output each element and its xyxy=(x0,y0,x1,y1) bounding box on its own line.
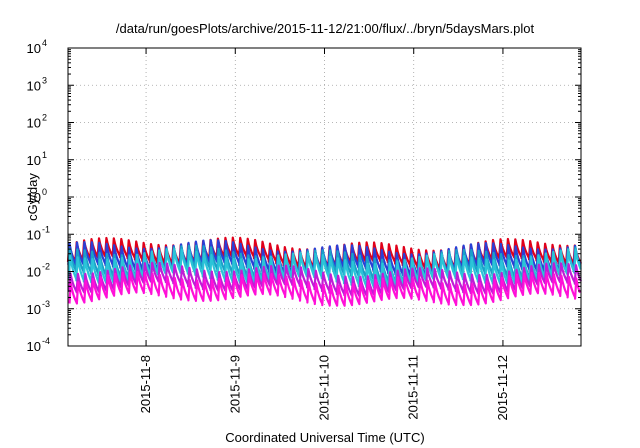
y-tick-exponent: -2 xyxy=(42,262,50,272)
y-tick-exponent: 3 xyxy=(42,75,47,85)
y-tick-label: 10 xyxy=(27,190,41,205)
y-tick-exponent: -3 xyxy=(42,299,50,309)
y-tick-exponent: -1 xyxy=(42,224,50,234)
x-axis-label: Coordinated Universal Time (UTC) xyxy=(225,430,424,445)
y-axis-label: cGy/day xyxy=(25,173,40,221)
y-tick-exponent: 1 xyxy=(42,150,47,160)
x-tick-label: 2015-11-8 xyxy=(138,355,153,413)
y-tick-label: 10 xyxy=(27,265,41,280)
y-tick-label: 10 xyxy=(27,78,41,93)
x-tick-label: 2015-11-12 xyxy=(495,355,510,421)
y-tick-label: 10 xyxy=(27,227,41,242)
x-tick-label: 2015-11-9 xyxy=(227,355,242,413)
y-tick-exponent: -4 xyxy=(42,336,50,346)
x-tick-label: 2015-11-11 xyxy=(406,355,421,420)
y-tick-label: 10 xyxy=(27,116,41,131)
y-tick-label: 10 xyxy=(27,339,41,354)
x-axis: 2015-11-8 2015-11-9 2015-11-10 2015-11-11 20… xyxy=(138,48,510,421)
y-tick-exponent: 2 xyxy=(42,113,47,123)
y-tick-exponent: 4 xyxy=(42,38,47,48)
y-tick-label: 10 xyxy=(27,302,41,317)
y-tick-label: 10 xyxy=(27,153,41,168)
series-line xyxy=(68,271,582,307)
x-tick-label: 2015-11-10 xyxy=(317,355,332,421)
y-tick-exponent: 0 xyxy=(42,187,47,197)
grid xyxy=(68,48,581,346)
series-line xyxy=(67,248,582,289)
series-layer xyxy=(66,236,582,307)
chart-title: /data/run/goesPlots/archive/2015-11-12/2… xyxy=(116,21,535,36)
y-tick-label: 10 xyxy=(27,41,41,56)
